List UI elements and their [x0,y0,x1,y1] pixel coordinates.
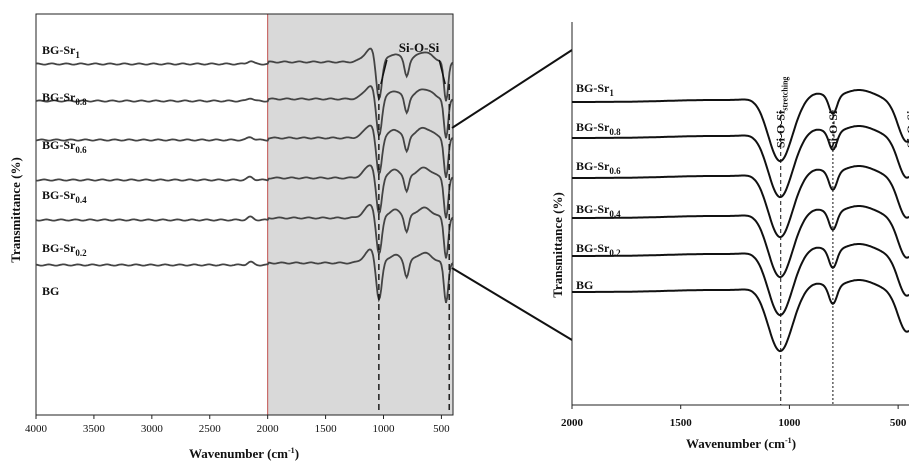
plot-frame [35,13,454,416]
x-tick-label: 1500 [670,417,693,429]
spectrum-line [36,164,454,219]
series-label: BG-Sr0.6 [576,159,621,176]
y-axis-title: Transmittance (%) [550,192,565,298]
x-tick-label: 1500 [315,423,338,435]
band-bracket-left [380,59,388,85]
band-annotations: Si-O-Sistretching Si-O-Si Si-O-Si [774,77,909,148]
series-label: BG-Sr0.2 [42,241,87,258]
zoom-connector-top [451,49,573,129]
band-annotation-label: Si-O-Si [826,110,840,148]
full-spectrum-panel: 4000 3500 3000 2500 2000 1500 1000 500 BG-Sr1BG… [8,13,454,461]
x-tick-label: 2000 [257,423,280,435]
spectrum-line [572,165,909,239]
x-tick-label: 2500 [199,423,222,435]
spectra-curves [572,89,909,353]
band-annotation-label: Si-O-Sistretching [774,77,790,148]
series-label: BG-Sr0.4 [576,202,621,219]
series-label: BG-Sr0.8 [576,120,621,137]
series-labels: BG-Sr1 BG-Sr0.8 BG-Sr0.6 BG-Sr0.4 BG-Sr0.2 BG [42,43,87,298]
zoom-connector-bottom [451,267,573,341]
spectrum-line [572,89,909,163]
x-tick-label: 500 [433,423,450,435]
series-label: BG-Sr0.8 [42,90,87,107]
band-bracket-right [438,59,446,85]
series-label: BG-Sr0.6 [42,138,87,155]
x-axis-title: Wavenumber (cm-1) [189,446,299,461]
spectrum-line [572,243,909,317]
spectrum-line [35,248,454,304]
y-axis-title: Transmittance (%) [8,157,23,263]
x-tick-label: 500 [890,417,907,429]
x-tick-label: 1000 [373,423,396,435]
x-axis-title: Wavenumber (cm-1) [686,436,796,451]
zoom-panel: 2000 1500 1000 500 BG-Sr1BG-Sr0.8BG-Sr0.6BG… [550,22,909,451]
x-tick-labels: 2000 1500 1000 500 [561,405,907,429]
spectra-curves [35,47,454,304]
x-tick-labels: 4000 3500 3000 2500 2000 1500 1000 500 [25,415,450,435]
band-guide-lines [780,110,834,405]
spectrum-line [35,47,454,102]
band-annotation: Si-O-Si [378,40,450,412]
band-label: Si-O-Si [399,40,440,55]
band-annotation-label: Si-O-Si [904,110,909,148]
series-label: BG-Sr0.2 [576,241,621,258]
series-label: BG [42,284,59,298]
series-label: BG-Sr0.4 [42,188,87,205]
spectrum-line [35,85,454,139]
spectrum-line [572,205,909,279]
spectrum-line [572,125,909,199]
x-tick-label: 3500 [83,423,106,435]
series-label: BG-Sr1 [576,81,614,98]
x-tick-label: 3000 [141,423,164,435]
x-tick-label: 2000 [561,417,584,429]
series-label: BG [576,278,593,292]
spectrum-line [572,279,909,353]
spectrum-line [35,124,454,178]
x-tick-label: 1000 [778,417,801,429]
spectrum-line [35,203,454,259]
x-tick-label: 4000 [25,423,48,435]
series-labels: BG-Sr1 BG-Sr0.8 BG-Sr0.6 BG-Sr0.4 BG-Sr0.2 BG [576,81,621,292]
series-label: BG-Sr1 [42,43,80,60]
